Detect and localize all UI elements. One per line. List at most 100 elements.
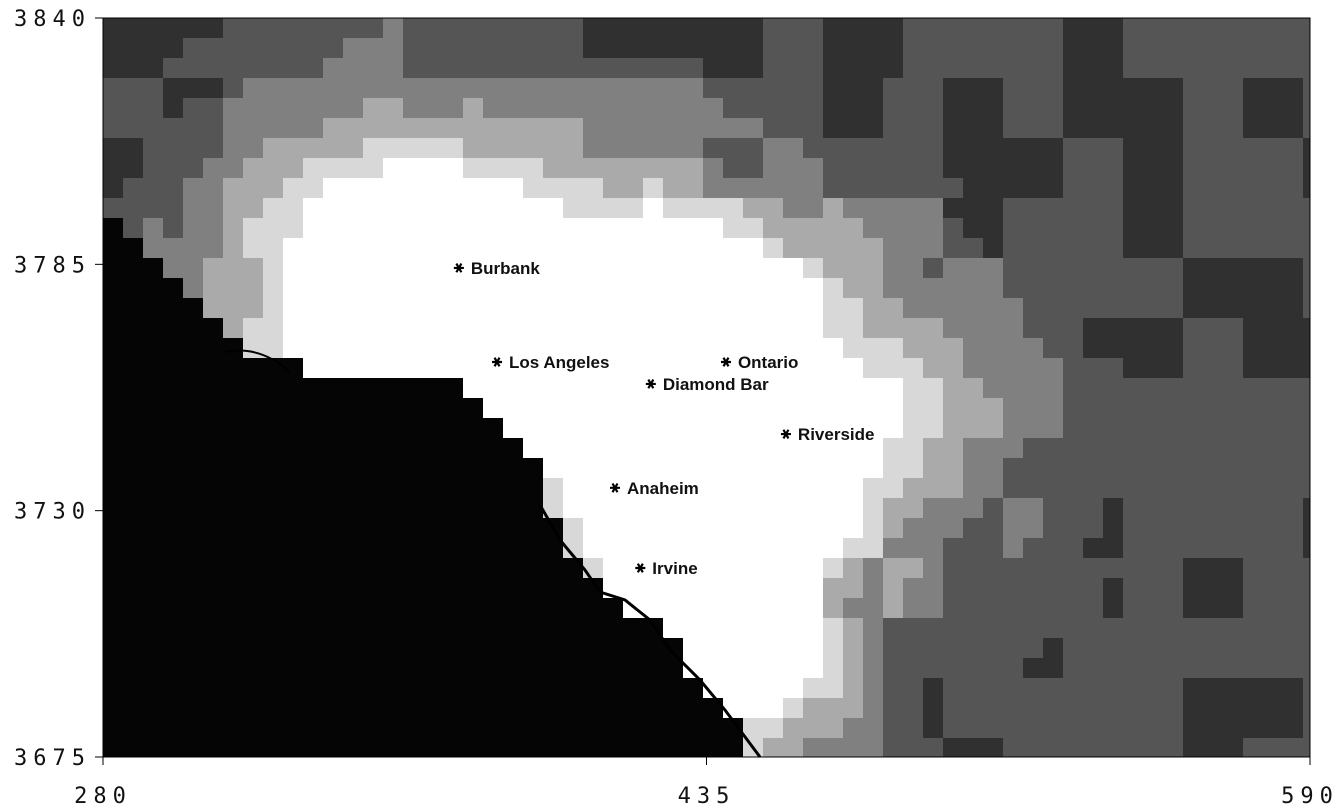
map-cell [1143, 98, 1163, 118]
map-cell [883, 278, 903, 298]
map-cell [563, 478, 583, 498]
map-cell [1063, 458, 1083, 478]
map-cell [583, 618, 603, 638]
map-cell [743, 278, 763, 298]
map-cell [203, 58, 223, 78]
map-cell [523, 98, 543, 118]
map-cell [503, 598, 523, 618]
map-cell [1283, 378, 1303, 398]
map-cell [383, 498, 403, 518]
map-cell [1283, 418, 1303, 438]
map-cell [1263, 278, 1283, 298]
map-cell [283, 98, 303, 118]
map-cell [323, 458, 343, 478]
map-cell [1283, 658, 1303, 678]
map-cell [223, 378, 243, 398]
map-cell [163, 98, 183, 118]
map-cell [803, 178, 823, 198]
map-cell [983, 738, 1003, 757]
map-cell [783, 238, 803, 258]
map-cell [1243, 158, 1263, 178]
map-cell [783, 398, 803, 418]
map-cell [883, 198, 903, 218]
map-cell [1263, 578, 1283, 598]
map-cell [1103, 198, 1123, 218]
map-cell [883, 598, 903, 618]
map-cell [1263, 398, 1283, 418]
map-cell [983, 638, 1003, 658]
map-cell [1243, 338, 1263, 358]
map-cell [223, 578, 243, 598]
map-cell [1263, 418, 1283, 438]
map-cell [483, 138, 503, 158]
map-cell [943, 118, 963, 138]
map-cell [123, 518, 143, 538]
map-cell [403, 498, 423, 518]
map-cell [383, 258, 403, 278]
map-cell [243, 498, 263, 518]
map-cell [1283, 578, 1303, 598]
map-cell [1003, 598, 1023, 618]
map-cell [303, 78, 323, 98]
map-cell [203, 718, 223, 738]
map-cell [1223, 158, 1243, 178]
map-cell [323, 618, 343, 638]
map-cell [343, 518, 363, 538]
map-cell [1083, 638, 1103, 658]
map-cell [423, 38, 443, 58]
map-cell [443, 18, 463, 38]
map-cell [1123, 198, 1143, 218]
map-cell [263, 638, 283, 658]
map-cell [863, 98, 883, 118]
map-cell [463, 138, 483, 158]
map-cell [1083, 438, 1103, 458]
map-cell [1183, 278, 1203, 298]
map-cell [643, 278, 663, 298]
map-cell [663, 38, 683, 58]
map-cell [323, 38, 343, 58]
map-cell [323, 478, 343, 498]
map-cell [1083, 478, 1103, 498]
map-cell [403, 558, 423, 578]
map-cell [1023, 318, 1043, 338]
map-cell [463, 38, 483, 58]
map-cell [563, 378, 583, 398]
map-cell [1223, 618, 1243, 638]
map-cell [1063, 558, 1083, 578]
map-cell [1083, 598, 1103, 618]
map-cell [803, 58, 823, 78]
map-cell [363, 658, 383, 678]
map-cell [323, 378, 343, 398]
map-cell [643, 398, 663, 418]
map-cell [223, 78, 243, 98]
map-cell [543, 258, 563, 278]
map-cell [563, 318, 583, 338]
map-cell [803, 318, 823, 338]
map-cell [183, 198, 203, 218]
map-cell [903, 218, 923, 238]
map-cell [403, 478, 423, 498]
map-cell [123, 98, 143, 118]
map-cell [123, 278, 143, 298]
map-cell [1303, 298, 1310, 318]
map-cell [1243, 438, 1263, 458]
map-cell [663, 498, 683, 518]
map-cell [503, 38, 523, 58]
map-cell [943, 178, 963, 198]
map-cell [163, 558, 183, 578]
map-cell [183, 158, 203, 178]
map-cell [543, 398, 563, 418]
map-cell [523, 158, 543, 178]
map-cell [643, 38, 663, 58]
map-cell [943, 238, 963, 258]
map-cell [643, 238, 663, 258]
map-cell [1103, 418, 1123, 438]
map-cell [1183, 678, 1203, 698]
map-cell [163, 718, 183, 738]
map-cell [823, 698, 843, 718]
map-cell [1143, 138, 1163, 158]
map-cell [723, 78, 743, 98]
map-cell [743, 598, 763, 618]
map-cell [503, 378, 523, 398]
map-cell [843, 298, 863, 318]
